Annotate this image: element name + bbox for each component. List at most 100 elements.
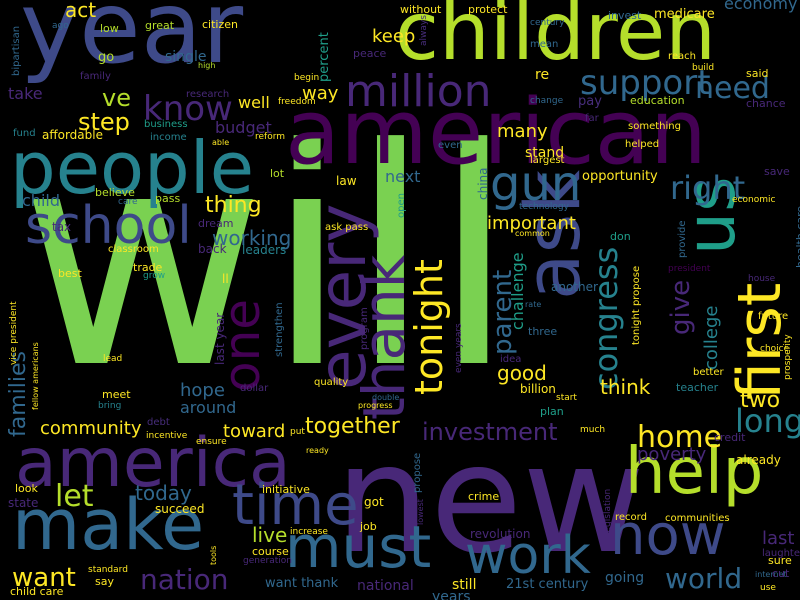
word-prosperity: prosperity: [783, 334, 793, 380]
word-around: around: [180, 398, 237, 417]
word-nation: nation: [140, 563, 229, 596]
word-classroom: classroom: [108, 244, 159, 255]
word-invest: invest: [608, 9, 642, 22]
word-thing: thing: [205, 193, 262, 218]
word-standard: standard: [88, 565, 128, 575]
word-incentive: incentive: [146, 431, 188, 441]
word-china: china: [476, 167, 490, 201]
word-three: three: [528, 325, 558, 338]
word-well: well: [238, 93, 270, 112]
word-don: don: [610, 230, 631, 243]
word-go: go: [98, 50, 115, 65]
word-better: better: [693, 367, 724, 378]
word-choice: choice: [760, 344, 790, 354]
word-today: today: [135, 481, 192, 505]
word-economic: economic: [732, 195, 776, 205]
word-budget: budget: [215, 118, 272, 137]
word-quality: quality: [314, 377, 349, 388]
word-great: great: [145, 19, 175, 32]
word-america: america: [15, 424, 291, 503]
word-must: must: [285, 513, 432, 581]
word-fund: fund: [13, 128, 36, 139]
word-provide: provide: [677, 220, 688, 258]
word-many: many: [497, 121, 548, 142]
word-believe: believe: [95, 186, 135, 199]
word-reach: reach: [668, 51, 697, 62]
word-need: need: [695, 71, 770, 106]
word-step: step: [78, 108, 130, 136]
word-bipartisan: bipartisan: [11, 25, 22, 76]
word-say: say: [95, 575, 114, 588]
word-dream: dream: [198, 217, 234, 230]
word-increase: increase: [290, 527, 328, 537]
word-law: law: [336, 174, 357, 188]
word-family: family: [80, 71, 111, 82]
word-build: build: [692, 63, 715, 73]
word-working: working: [212, 226, 292, 250]
word-progress: progress: [358, 401, 393, 410]
word-act: act: [65, 0, 97, 22]
word-already: already: [736, 453, 781, 467]
word-meet: meet: [102, 388, 131, 401]
word-program: program: [359, 307, 370, 350]
word-crime: crime: [468, 490, 500, 503]
word-house: house: [748, 274, 776, 284]
word-take: take: [8, 84, 43, 103]
word-toward: toward: [223, 421, 286, 442]
word-national: national: [357, 578, 414, 594]
word-ll: ll: [222, 272, 229, 286]
word-helped: helped: [625, 139, 660, 150]
word-far: far: [585, 113, 599, 124]
word-congress: congress: [587, 246, 625, 390]
word-poverty: poverty: [637, 444, 707, 465]
word-health-care: health care: [794, 205, 800, 268]
word-education: education: [630, 94, 685, 107]
word-start: start: [556, 393, 577, 403]
word-tonight: tonight: [407, 259, 451, 395]
word-ask-pass: ask pass: [325, 222, 369, 233]
word-rate: rate: [525, 300, 542, 309]
word-american: american: [285, 80, 707, 185]
word-21st-century: 21st century: [506, 577, 589, 592]
word-last-year: last year: [213, 312, 227, 365]
word-want-thank: want thank: [265, 576, 339, 591]
word-even: even: [438, 140, 463, 151]
word-put: put: [290, 427, 305, 437]
word-cut: cut: [772, 567, 790, 580]
word-make: make: [12, 484, 205, 566]
word-billion: billion: [520, 382, 556, 396]
word-without: without: [400, 3, 442, 16]
word-save: save: [764, 165, 790, 178]
word-community: community: [40, 418, 142, 439]
word-course: course: [252, 545, 289, 558]
word-dollar: dollar: [240, 383, 269, 394]
word-propose: propose: [412, 452, 423, 493]
word-double: double: [372, 393, 400, 402]
word-lead: lead: [103, 354, 123, 364]
word-lowest: lowest: [416, 499, 425, 525]
word-ensure: ensure: [196, 437, 227, 447]
word-job: job: [360, 520, 377, 533]
word-ve: ve: [102, 84, 131, 112]
word-record: record: [615, 512, 647, 523]
word-next: next: [385, 167, 421, 186]
word-plan: plan: [540, 405, 564, 418]
word-work: work: [465, 526, 591, 586]
word-fellow-americans: fellow americans: [31, 342, 40, 410]
word-right: right: [670, 169, 746, 207]
word-always: always: [419, 15, 429, 46]
word-use: use: [760, 583, 776, 593]
word-now: now: [610, 503, 726, 568]
word-sure: sure: [768, 554, 792, 567]
word-opportunity: opportunity: [582, 169, 658, 184]
word-another: another: [551, 280, 598, 294]
word-going: going: [605, 570, 645, 586]
word-school: school: [25, 196, 192, 256]
word-million: million: [345, 66, 492, 117]
word-grow: grow: [143, 271, 166, 281]
word-credit: credit: [714, 431, 746, 444]
word-investment: investment: [422, 418, 558, 446]
word-high: high: [198, 61, 216, 70]
word-time: time: [232, 473, 359, 538]
word-legislation: legislation: [603, 488, 613, 535]
